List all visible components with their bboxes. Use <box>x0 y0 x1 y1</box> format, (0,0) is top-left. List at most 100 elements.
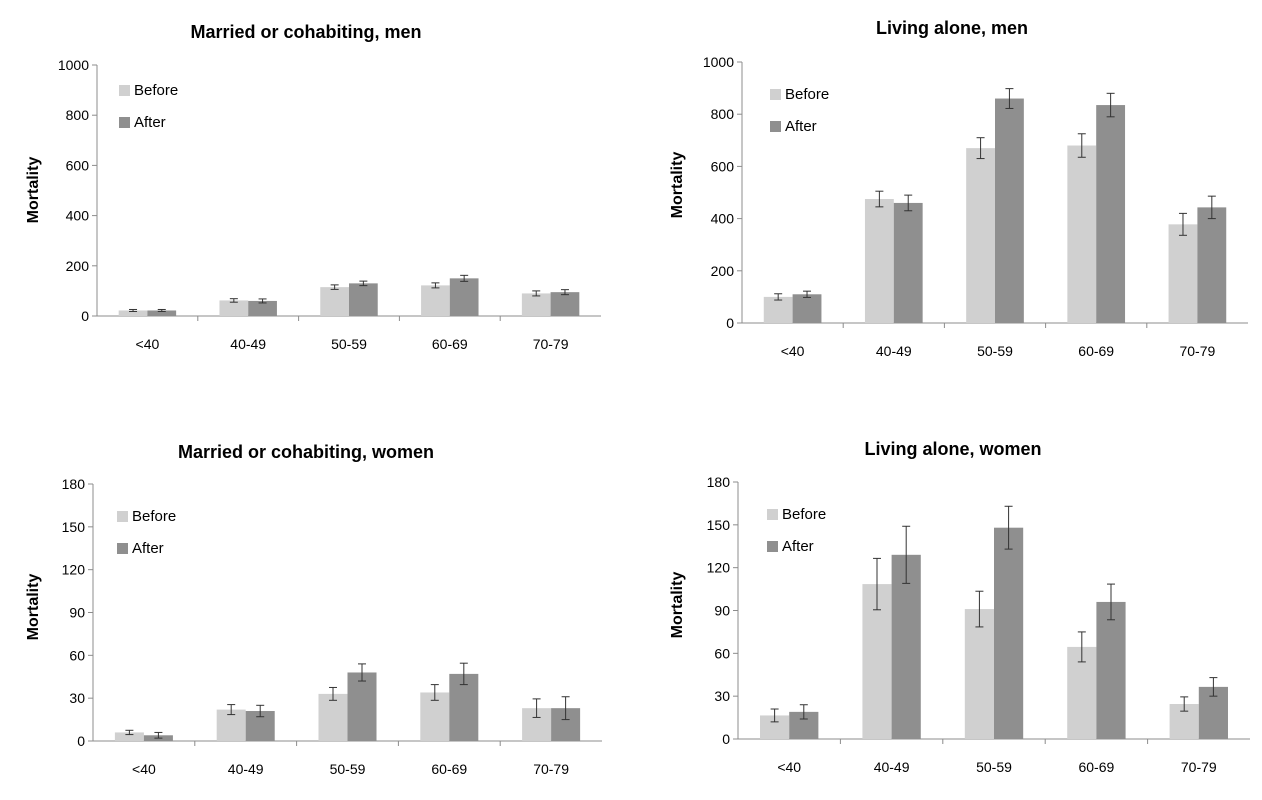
x-tick-label: 60-69 <box>1078 759 1114 775</box>
error-bar <box>1077 133 1086 158</box>
y-axis-label: Mortality <box>25 574 42 641</box>
bar-after <box>449 278 479 316</box>
legend-swatch <box>119 85 130 96</box>
y-tick-label: 800 <box>66 107 90 123</box>
y-tick-label: 120 <box>707 560 731 576</box>
bar-before <box>1067 145 1097 323</box>
y-tick-label: 180 <box>62 476 86 492</box>
x-tick-label: 40-49 <box>874 759 910 775</box>
bar-after <box>347 672 377 741</box>
error-bar <box>803 290 812 298</box>
legend: Before After <box>119 82 178 131</box>
x-tick-label: <40 <box>136 336 160 352</box>
error-bar <box>157 308 166 312</box>
bar-after <box>893 202 923 323</box>
error-bar <box>328 686 337 701</box>
legend-label: Before <box>134 82 178 99</box>
error-bar <box>902 525 911 584</box>
bar-after <box>891 554 921 739</box>
error-bar <box>431 282 440 289</box>
bar-before <box>118 310 148 316</box>
y-tick-label: 1000 <box>703 54 734 70</box>
x-tick-label: 50-59 <box>977 343 1013 359</box>
bar-before <box>114 732 144 741</box>
x-tick-label: 70-79 <box>533 761 569 777</box>
error-bar <box>1005 88 1014 109</box>
bar-before <box>966 148 995 323</box>
y-tick-label: 0 <box>77 733 85 749</box>
x-tick-label: 60-69 <box>1078 343 1114 359</box>
x-tick-label: 70-79 <box>1181 759 1217 775</box>
error-bar <box>459 662 468 686</box>
x-tick-label: 40-49 <box>876 343 912 359</box>
error-bar <box>873 557 882 611</box>
bar-after <box>147 310 177 316</box>
y-tick-label: 0 <box>722 731 730 747</box>
legend: Before After <box>117 508 176 557</box>
chart-panel-alone-men: Living alone, men Mortality 0 200 400 600 80… <box>669 18 1248 359</box>
legend-label: Before <box>132 508 176 525</box>
error-bar <box>774 293 783 301</box>
legend-swatch <box>767 509 778 520</box>
bar-after <box>792 294 822 323</box>
legend-swatch <box>117 511 128 522</box>
x-tick-label: 50-59 <box>330 761 366 777</box>
x-tick-label: <40 <box>132 761 156 777</box>
x-tick-label: 50-59 <box>331 336 367 352</box>
x-tick-label: 60-69 <box>432 336 468 352</box>
bar-before <box>964 609 994 739</box>
plot-area: 0 200 400 600 800 1000 <40 40-49 50-59 60-69 70-79… <box>703 54 1248 359</box>
legend-label: After <box>132 540 164 557</box>
bar-before <box>521 293 551 316</box>
y-tick-label: 200 <box>66 258 90 274</box>
error-bar <box>976 137 985 160</box>
error-bar <box>227 704 236 716</box>
x-tick-label: 60-69 <box>431 761 467 777</box>
bar-before <box>760 715 790 739</box>
error-bar <box>154 731 163 739</box>
legend: Before After <box>767 506 826 555</box>
error-bar <box>256 704 265 718</box>
error-bar <box>258 298 267 304</box>
bar-after <box>1096 105 1126 323</box>
y-axis-label: Mortality <box>669 572 686 639</box>
chart-title: Married or cohabiting, women <box>178 442 434 462</box>
error-bar <box>460 274 469 282</box>
error-bar <box>430 684 439 701</box>
bar-before <box>763 296 793 323</box>
legend-label: Before <box>785 86 829 103</box>
y-tick-label: 600 <box>66 157 90 173</box>
bar-before <box>318 693 348 741</box>
y-tick-label: 0 <box>726 315 734 331</box>
y-tick-label: 400 <box>711 211 735 227</box>
y-axis-label: Mortality <box>669 152 686 219</box>
legend-swatch <box>119 117 130 128</box>
y-tick-label: 150 <box>62 519 86 535</box>
legend-label: After <box>134 114 166 131</box>
y-tick-label: 200 <box>711 263 735 279</box>
chart-panel-married-women: Married or cohabiting, women Mortality 0… <box>25 442 602 777</box>
error-bar <box>561 696 570 721</box>
legend-swatch <box>770 89 781 100</box>
y-tick-label: 60 <box>69 647 85 663</box>
y-tick-label: 90 <box>69 605 85 621</box>
x-tick-label: 70-79 <box>533 336 569 352</box>
bar-after <box>994 527 1024 739</box>
chart-title: Living alone, women <box>864 439 1041 459</box>
x-tick-label: <40 <box>781 343 805 359</box>
error-bar <box>532 290 541 297</box>
error-bar <box>129 308 138 312</box>
error-bar <box>1106 583 1115 621</box>
chart-title: Married or cohabiting, men <box>190 22 421 42</box>
legend: Before After <box>770 86 829 135</box>
plot-area: 0 30 60 90 120 150 180 <40 40-49 50-59 60-69 70-79 B… <box>62 476 602 777</box>
error-bar <box>1106 92 1115 118</box>
x-tick-label: <40 <box>777 759 801 775</box>
bar-after <box>349 283 378 316</box>
plot-area: 0 30 60 90 120 150 180 <40 40-49 50-59 60-69 70-79 B… <box>707 474 1250 775</box>
y-tick-label: 60 <box>714 645 730 661</box>
legend-swatch <box>770 121 781 132</box>
error-bar <box>359 280 368 287</box>
x-tick-label: 50-59 <box>976 759 1012 775</box>
bar-before <box>421 285 450 316</box>
